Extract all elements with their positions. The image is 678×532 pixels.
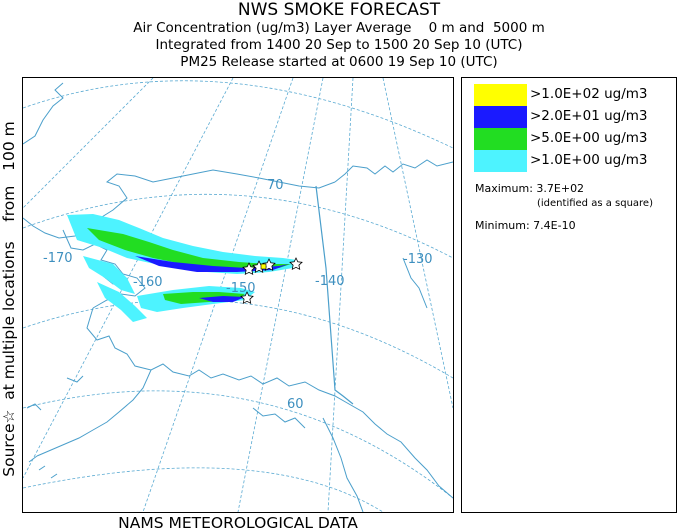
coast-mackenzie [402,257,428,309]
coast-st-lawrence [26,403,42,411]
legend-swatch [474,106,527,128]
legend-label: >1.0E+00 ug/m3 [530,152,648,168]
subtitle-release: PM25 Release started at 0600 19 Sep 10 (… [180,54,498,70]
lat-line-75 [23,80,453,149]
source-side-label: Source☆ at multiple locations from 100 m [0,121,18,477]
legend-swatch [474,84,527,106]
lat-line-60 [23,390,453,499]
legend-swatch [474,150,527,172]
coastlines [23,82,453,512]
coast-north-slope [23,169,336,239]
page-title: NWS SMOKE FORECAST [237,0,441,20]
lat-line-65 [23,299,453,379]
lat-line-70 [23,193,453,259]
coast-beaufort [334,159,453,183]
source-star-1 [242,262,256,276]
coast-south [86,307,453,499]
plume-level1-north [67,214,297,274]
plume-level1-southwest [97,282,147,322]
border-141w [315,185,354,405]
legend-label: >2.0E+01 ug/m3 [530,108,648,124]
lon-line-180 [23,78,154,209]
maximum-note: (identified as a square) [537,198,653,209]
lon-line-130 [382,78,453,409]
lon-label-130: -130 [403,252,433,267]
source-star-east [289,257,303,271]
coast-siberia [23,82,64,145]
subtitle-integration: Integrated from 1400 20 Sep to 1500 20 S… [155,37,523,53]
minimum-value: Minimum: 7.4E-10 [475,219,576,232]
coast-kenai [252,407,306,429]
source-star-south [240,291,254,305]
lon-label-150: -150 [226,281,256,296]
subtitle-concentration: Air Concentration (ug/m3) Layer Average … [133,20,545,36]
lon-label-170: -170 [43,251,73,266]
smoke-map: -170 -160 -150 -140 -130 70 60 [22,77,454,513]
lat-label-70: 70 [267,178,284,193]
map-canvas: -170 -160 -150 -140 -130 70 60 [23,78,453,512]
met-data-footer: NAMS METEOROLOGICAL DATA [118,514,358,532]
maximum-value: Maximum: 3.7E+02 [475,182,585,195]
coast-aleutians [28,455,58,479]
lon-line-140 [327,78,354,512]
lon-label-140: -140 [315,274,345,289]
coordinate-labels: -170 -160 -150 -140 -130 70 60 [43,178,433,412]
maximum-square [260,263,267,270]
lon-line-150 [237,78,324,512]
lat-label-60: 60 [287,397,304,412]
legend-label: >5.0E+00 ug/m3 [530,130,648,146]
lat-line-55 [23,467,384,512]
legend-panel: >1.0E+02 ug/m3 >2.0E+01 ug/m3 >5.0E+00 u… [461,77,677,513]
legend-label: >1.0E+02 ug/m3 [530,86,648,102]
plume-level3-south [199,296,245,302]
lon-label-160: -160 [133,275,163,290]
coast-nunivak [66,375,84,383]
lon-line-160 [142,78,294,512]
plume-level1-west [83,256,135,294]
graticule [23,78,453,512]
coast-west-seward [62,229,146,309]
legend-swatch [474,128,527,150]
coast-panhandle [322,417,364,512]
source-markers [240,257,303,305]
lon-line-170 [23,78,234,479]
coast-alaska-peninsula [36,369,152,457]
